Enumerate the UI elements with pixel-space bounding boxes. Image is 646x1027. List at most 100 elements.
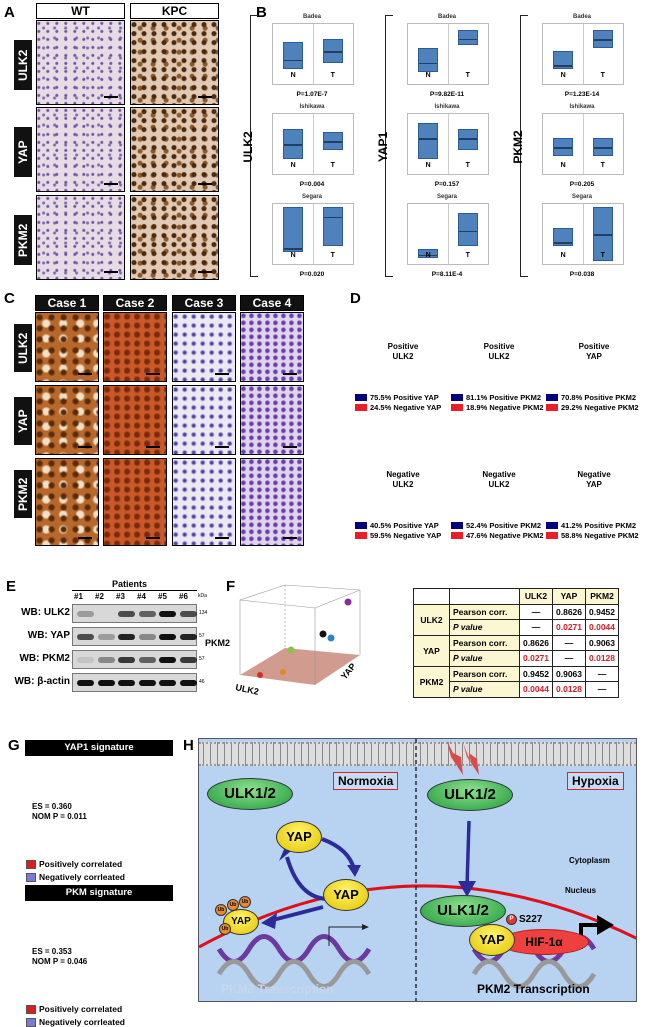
ihc-case-image <box>35 312 99 382</box>
case-header: Case 3 <box>172 295 236 311</box>
p-value: — <box>519 619 553 636</box>
legend-swatch <box>546 531 558 539</box>
ulk-hypoxia-cytoplasm: ULK1/2 <box>427 779 513 811</box>
pearson-value: — <box>585 665 619 682</box>
box-plot: Segara N T P=0.020 <box>262 194 362 278</box>
point-2 <box>319 630 327 638</box>
patients-title: Patients <box>112 579 148 589</box>
kda-marker: 134 <box>199 610 208 616</box>
kda-label: kDa <box>198 593 207 599</box>
legend-text: Positively correlated <box>39 1004 123 1014</box>
panel-a-label: A <box>4 4 15 21</box>
median <box>323 141 343 143</box>
dataset-title: Ishikawa <box>434 104 460 110</box>
legend-item: 24.5% Negative YAP <box>355 402 441 412</box>
box-tumor <box>457 30 479 45</box>
p-value: 0.0128 <box>552 681 586 698</box>
ihc-image-wt <box>36 107 125 192</box>
legend-item: 29.2% Negative PKM2 <box>546 402 639 412</box>
median <box>458 38 478 41</box>
hif1a: HIF-1α <box>499 929 589 955</box>
gsea-legend-item: Positively correlated <box>26 859 122 869</box>
band <box>118 634 135 640</box>
gsea-legend-item: Negatively corrleated <box>26 1017 125 1027</box>
donut-center-label: Positive ULK2 <box>483 342 515 361</box>
legend-text: 52.4% Positive PKM2 <box>466 520 542 530</box>
p-value: P=0.004 <box>299 181 325 188</box>
median <box>553 65 573 67</box>
p-value: P=9.82E-11 <box>429 91 465 98</box>
legend-item: 41.2% Positive PKM2 <box>546 520 639 530</box>
ihc-case-image <box>172 385 236 455</box>
col-ulk2: ULK2 <box>519 588 553 605</box>
legend-swatch <box>451 403 463 411</box>
row-gene: PKM2 <box>413 665 450 698</box>
box-normal <box>552 51 574 69</box>
scale-bar <box>78 446 92 448</box>
ihc-image-kpc <box>130 195 219 280</box>
pearson-label: Pearson corr. <box>449 634 520 651</box>
group-label: N <box>560 252 566 259</box>
median <box>418 138 438 140</box>
box-tumor <box>457 129 479 150</box>
kda-marker: 57 <box>199 656 205 662</box>
ihc-image-kpc <box>130 20 219 105</box>
donut-legend: 75.5% Positive YAP 24.5% Negative YAP <box>355 392 441 412</box>
group-label: N <box>425 252 431 259</box>
band <box>77 680 94 686</box>
lane-label: #4 <box>137 592 146 601</box>
scale-bar <box>215 446 229 448</box>
box-plot: Badea N T P=1.23E-14 <box>532 14 632 98</box>
legend-text: 70.8% Positive PKM2 <box>561 392 637 402</box>
pearson-label: Pearson corr. <box>449 603 520 620</box>
scale-bar <box>104 183 118 185</box>
group-label: N <box>425 162 431 169</box>
donut-legend: 70.8% Positive PKM2 29.2% Negative PKM2 <box>546 392 639 412</box>
legend-item: 40.5% Positive YAP <box>355 520 441 530</box>
mechanism-diagram: Normoxia Hypoxia ULK1/2 ULK1/2 YAP YAP Y… <box>198 738 637 1002</box>
band <box>159 611 176 617</box>
pearson-value: 0.8626 <box>552 603 586 620</box>
p-label: P value <box>449 681 520 698</box>
band <box>138 611 156 617</box>
donut-legend: 40.5% Positive YAP 59.5% Negative YAP <box>355 520 441 540</box>
p-value: P=0.020 <box>299 271 325 278</box>
box-tumor <box>322 132 344 150</box>
legend-text: Negatively corrleated <box>39 1017 125 1027</box>
legend-swatch <box>355 403 367 411</box>
median <box>553 242 573 244</box>
bracket <box>250 15 258 277</box>
legend-swatch <box>546 403 558 411</box>
box-normal <box>417 249 439 258</box>
row-label-a: YAP <box>14 127 32 177</box>
band <box>118 680 135 686</box>
legend-swatch <box>26 1004 36 1014</box>
gsea-title: YAP1 signature <box>25 740 173 756</box>
cytoplasm-label: Cytoplasm <box>569 856 610 865</box>
donut-legend: 81.1% Positive PKM2 18.9% Negative PKM2 <box>451 392 544 412</box>
p-value: P=0.038 <box>569 271 595 278</box>
dataset-title: Ishikawa <box>569 104 595 110</box>
ihc-case-image <box>103 312 167 382</box>
median <box>458 230 478 233</box>
table-row: ULK2 Pearson corr. —0.8626 0.9452 <box>413 603 619 636</box>
scale-bar <box>146 446 160 448</box>
legend-text: Positively correlated <box>39 859 123 869</box>
dataset-title: Badea <box>572 14 591 20</box>
blot-label: WB: ULK2 <box>21 607 70 618</box>
pearson-value: — <box>519 603 553 620</box>
normoxia-label: Normoxia <box>333 772 399 790</box>
table-row: PKM2 Pearson corr. 0.9452 0.9063— <box>413 665 619 698</box>
hypoxia-bolt-1 <box>447 741 463 775</box>
box-normal <box>417 48 439 72</box>
donut-legend: 52.4% Positive PKM2 47.6% Negative PKM2 <box>451 520 544 540</box>
dataset-title: Segara <box>301 194 322 200</box>
ihc-image-wt <box>36 195 125 280</box>
p-value: — <box>552 650 586 667</box>
